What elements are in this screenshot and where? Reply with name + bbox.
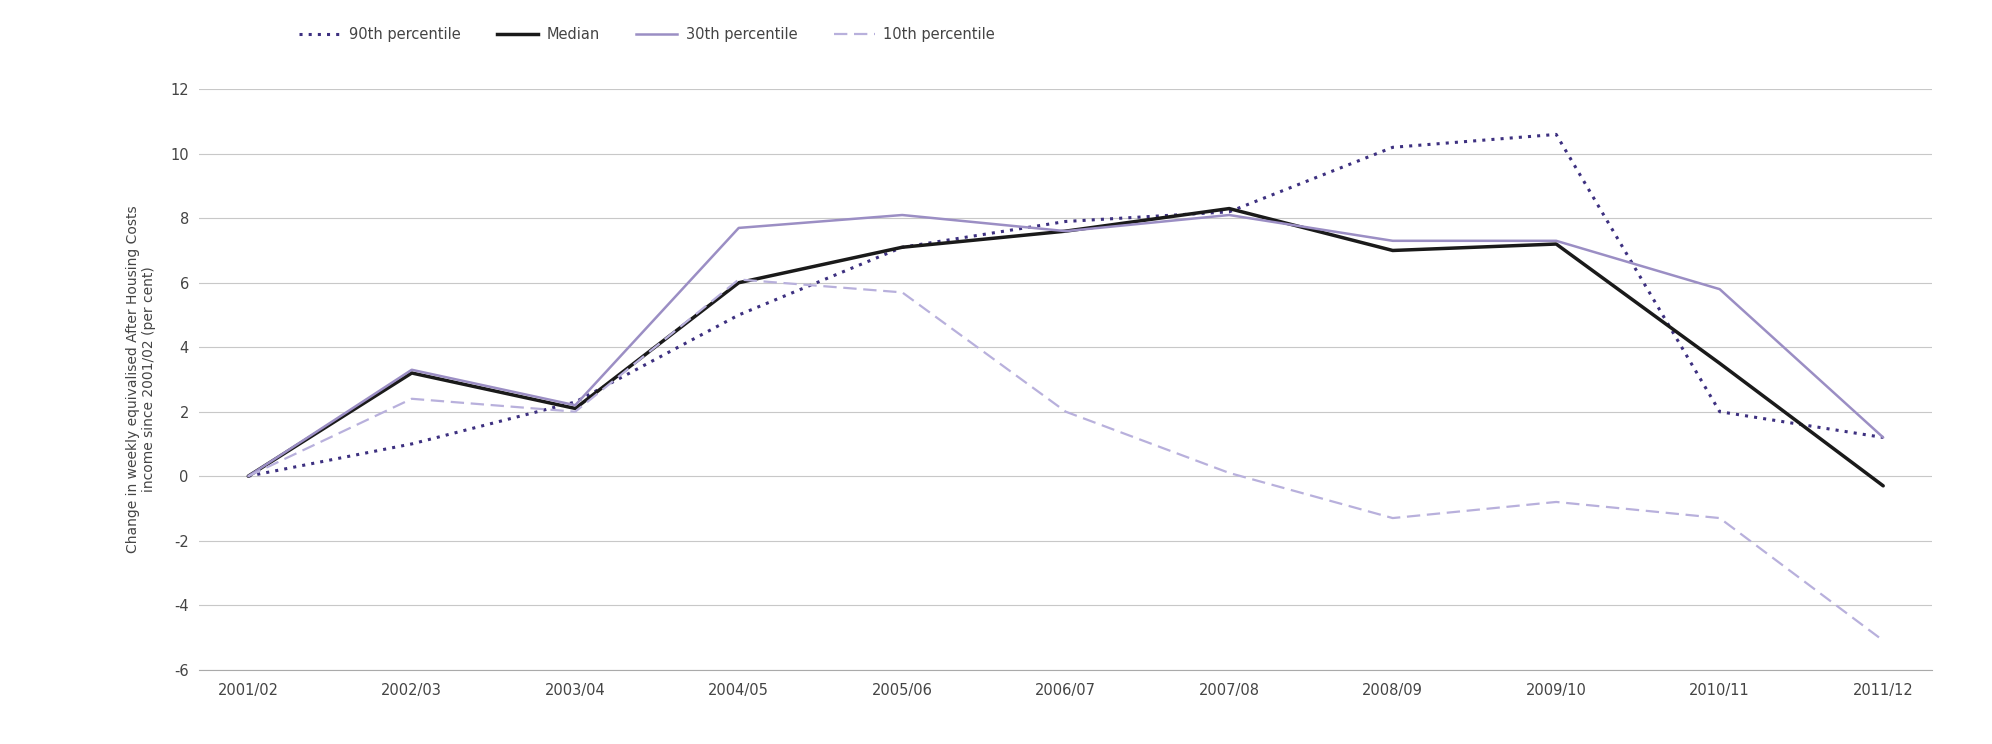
Legend: 90th percentile, Median, 30th percentile, 10th percentile: 90th percentile, Median, 30th percentile… <box>293 21 1000 48</box>
Y-axis label: Change in weekly equivalised After Housing Costs
income since 2001/02 (per cent): Change in weekly equivalised After Housi… <box>125 205 155 554</box>
